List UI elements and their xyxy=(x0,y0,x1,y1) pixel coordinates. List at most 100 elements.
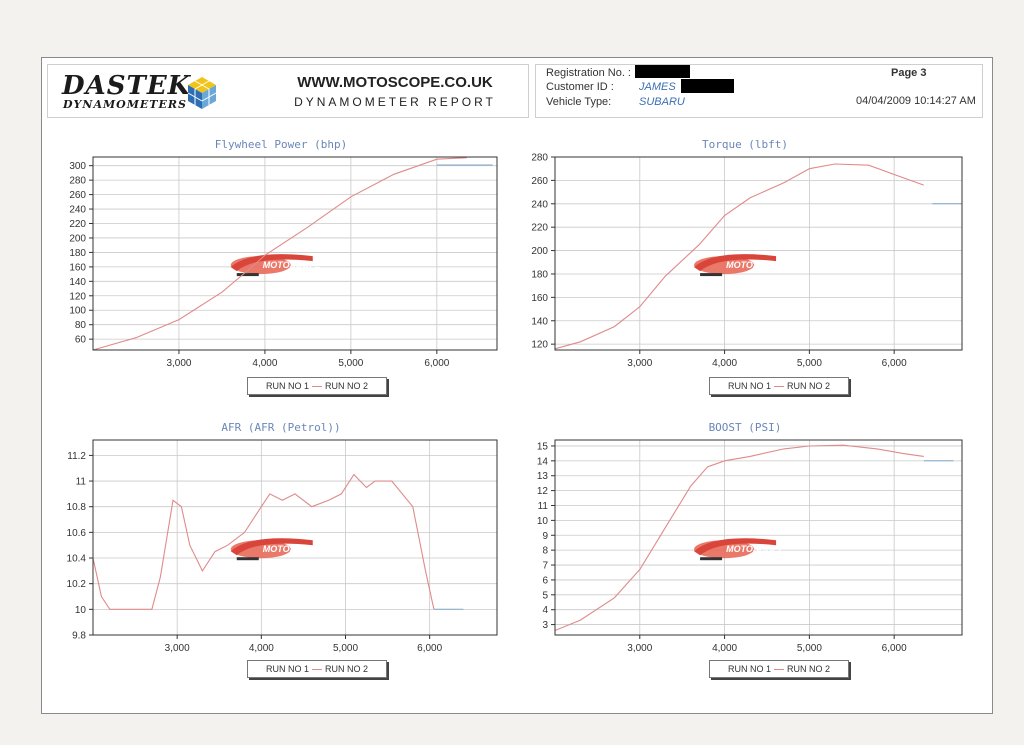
power-y-tick-label: 100 xyxy=(69,306,86,317)
watermark-checker xyxy=(236,557,259,561)
vehicle-value: SUBARU xyxy=(639,96,685,108)
watermark-swoosh xyxy=(694,538,777,556)
afr-y-tick-label: 9.8 xyxy=(72,631,86,642)
afr-legend-run2: RUN NO 2 xyxy=(325,664,369,674)
registration-label: Registration No. : xyxy=(546,67,631,79)
header-vehicle-panel: Registration No. : Customer ID : JAMES V… xyxy=(535,64,983,118)
boost-y-tick-label: 8 xyxy=(542,546,548,557)
logo-wordmark: DASTEK xyxy=(62,71,192,101)
watermark-text: MOTOSCOPE xyxy=(263,544,322,554)
boost-y-tick-label: 5 xyxy=(542,590,548,601)
torque-legend: RUN NO 1 RUN NO 2 xyxy=(709,377,849,395)
boost-y-tick-label: 7 xyxy=(542,561,548,572)
power-y-tick-label: 120 xyxy=(69,291,86,302)
page-number: Page 3 xyxy=(891,67,927,79)
boost-legend-run1: RUN NO 1 xyxy=(727,664,771,674)
customer-value: JAMES xyxy=(639,81,676,93)
power-x-tick-label: 3,000 xyxy=(166,358,191,369)
vehicle-label: Vehicle Type: xyxy=(546,96,612,108)
torque-plot-frame xyxy=(554,156,963,351)
boost-y-tick-label: 6 xyxy=(542,575,548,586)
power-y-tick-label: 60 xyxy=(75,335,87,346)
power-y-tick-label: 160 xyxy=(69,262,86,273)
afr-plot-frame xyxy=(92,439,498,636)
boost-watermark-logo: MOTOSCOPE xyxy=(694,538,785,561)
torque-legend-run2: RUN NO 2 xyxy=(787,381,831,391)
boost-x-tick-label: 4,000 xyxy=(712,643,737,654)
boost-series-run1-line xyxy=(554,444,924,632)
watermark-swoosh xyxy=(230,538,313,556)
torque-y-tick-label: 240 xyxy=(531,199,548,210)
torque-x-tick-label: 3,000 xyxy=(627,358,652,369)
power-x-tick-label: 4,000 xyxy=(252,358,277,369)
torque-x-tick-label: 5,000 xyxy=(797,358,822,369)
registration-redaction xyxy=(635,65,690,78)
torque-y-tick-label: 280 xyxy=(531,153,548,164)
afr-series-run1-line xyxy=(92,473,435,610)
power-legend-run1: RUN NO 1 xyxy=(265,381,309,391)
power-series-run1-line xyxy=(92,157,467,351)
site-url: WWW.MOTOSCOPE.CO.UK xyxy=(297,74,493,91)
watermark-checker xyxy=(700,273,723,277)
afr-y-tick-label: 11.2 xyxy=(67,451,86,462)
afr-chart-title: AFR (AFR (Petrol)) xyxy=(221,421,341,434)
legend-line-swatch xyxy=(774,669,784,671)
torque-legend-run1: RUN NO 1 xyxy=(727,381,771,391)
power-y-tick-label: 280 xyxy=(69,176,86,187)
boost-x-tick-label: 3,000 xyxy=(627,643,652,654)
watermark-swoosh xyxy=(230,254,313,272)
cube-logo-icon xyxy=(187,77,217,109)
power-y-tick-label: 260 xyxy=(69,190,86,201)
power-plot-frame xyxy=(92,156,498,351)
power-y-tick-label: 300 xyxy=(69,161,86,172)
power-legend: RUN NO 1 RUN NO 2 xyxy=(247,377,387,395)
customer-label: Customer ID : xyxy=(546,81,614,93)
boost-chart-title: BOOST (PSI) xyxy=(708,421,782,434)
watermark-checker xyxy=(236,273,259,277)
torque-y-tick-label: 180 xyxy=(531,269,548,280)
afr-y-tick-label: 10.8 xyxy=(67,502,87,513)
boost-legend: RUN NO 1 RUN NO 2 xyxy=(709,660,849,678)
power-x-tick-label: 5,000 xyxy=(338,358,363,369)
afr-y-tick-label: 10 xyxy=(75,605,87,616)
torque-x-tick-label: 6,000 xyxy=(882,358,907,369)
afr-y-tick-label: 11 xyxy=(76,477,87,488)
afr-legend-run1: RUN NO 1 xyxy=(265,664,309,674)
afr-x-tick-label: 6,000 xyxy=(417,643,442,654)
afr-y-tick-label: 10.6 xyxy=(67,528,87,539)
torque-watermark-logo: MOTOSCOPE xyxy=(694,254,785,277)
power-chart-title: Flywheel Power (bhp) xyxy=(214,138,348,151)
afr-y-tick-label: 10.4 xyxy=(67,554,87,565)
boost-x-tick-label: 6,000 xyxy=(882,643,907,654)
power-y-tick-label: 220 xyxy=(69,219,86,230)
torque-y-tick-label: 140 xyxy=(531,316,548,327)
boost-y-tick-label: 12 xyxy=(537,486,549,497)
power-watermark-logo: MOTOSCOPE xyxy=(230,254,322,277)
boost-plot-area xyxy=(555,440,962,635)
customer-redaction xyxy=(681,79,734,93)
afr-watermark-logo: MOTOSCOPE xyxy=(230,538,322,561)
boost-legend-run2: RUN NO 2 xyxy=(787,664,831,674)
afr-legend: RUN NO 1 RUN NO 2 xyxy=(247,660,387,678)
watermark-checker xyxy=(700,557,723,561)
power-plot-area xyxy=(93,157,497,350)
watermark-swoosh xyxy=(694,254,777,272)
torque-x-tick-label: 4,000 xyxy=(712,358,737,369)
logo-subtitle: DYNAMOMETERS xyxy=(63,98,187,111)
torque-chart-title: Torque (lbft) xyxy=(701,138,789,151)
afr-x-tick-label: 3,000 xyxy=(165,643,190,654)
torque-y-tick-label: 200 xyxy=(531,246,548,257)
torque-y-tick-label: 260 xyxy=(531,176,548,187)
watermark-text: MOTOSCOPE xyxy=(263,260,322,270)
torque-y-tick-label: 120 xyxy=(531,340,548,351)
afr-y-tick-label: 10.2 xyxy=(67,579,87,590)
watermark-text: MOTOSCOPE xyxy=(726,260,785,270)
torque-y-tick-label: 220 xyxy=(531,223,548,234)
boost-plot-frame xyxy=(554,439,963,636)
torque-y-tick-label: 160 xyxy=(531,293,548,304)
boost-y-tick-label: 14 xyxy=(537,456,549,467)
